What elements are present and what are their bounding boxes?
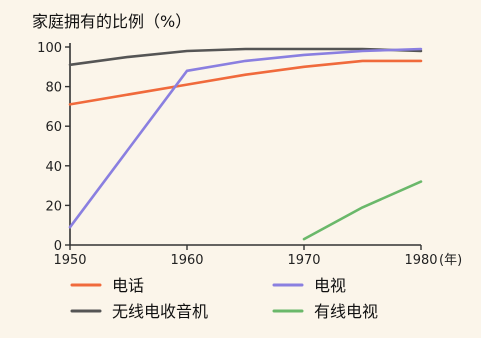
- y-tick-label: 100: [37, 41, 62, 56]
- legend-label: 电视: [314, 276, 346, 295]
- y-tick-label: 80: [45, 81, 62, 96]
- y-tick-label: 0: [54, 239, 62, 254]
- x-tick-label: 1960: [170, 253, 203, 268]
- series-line-0: [68, 59, 423, 106]
- legend-label: 无线电收音机: [112, 302, 208, 321]
- x-tick-label: 1970: [287, 253, 320, 268]
- legend-label: 电话: [112, 276, 144, 295]
- y-tick-label: 40: [45, 160, 62, 175]
- series-line-2: [68, 47, 423, 67]
- axes: 0 20 40 60 80 100 1950 1960 1970 1980 (年): [37, 41, 462, 268]
- y-axis-title: 家庭拥有的比例（%）: [32, 12, 191, 31]
- y-tick-label: 20: [45, 199, 62, 214]
- legend-label: 有线电视: [314, 302, 378, 321]
- x-tick-label: 1980: [404, 253, 437, 268]
- series-line-1: [68, 47, 423, 229]
- y-tick-label: 60: [45, 120, 62, 135]
- series-line-3: [302, 180, 423, 241]
- x-axis-unit: (年): [439, 253, 462, 268]
- series-lines: [68, 47, 423, 241]
- x-tick-label: 1950: [53, 253, 86, 268]
